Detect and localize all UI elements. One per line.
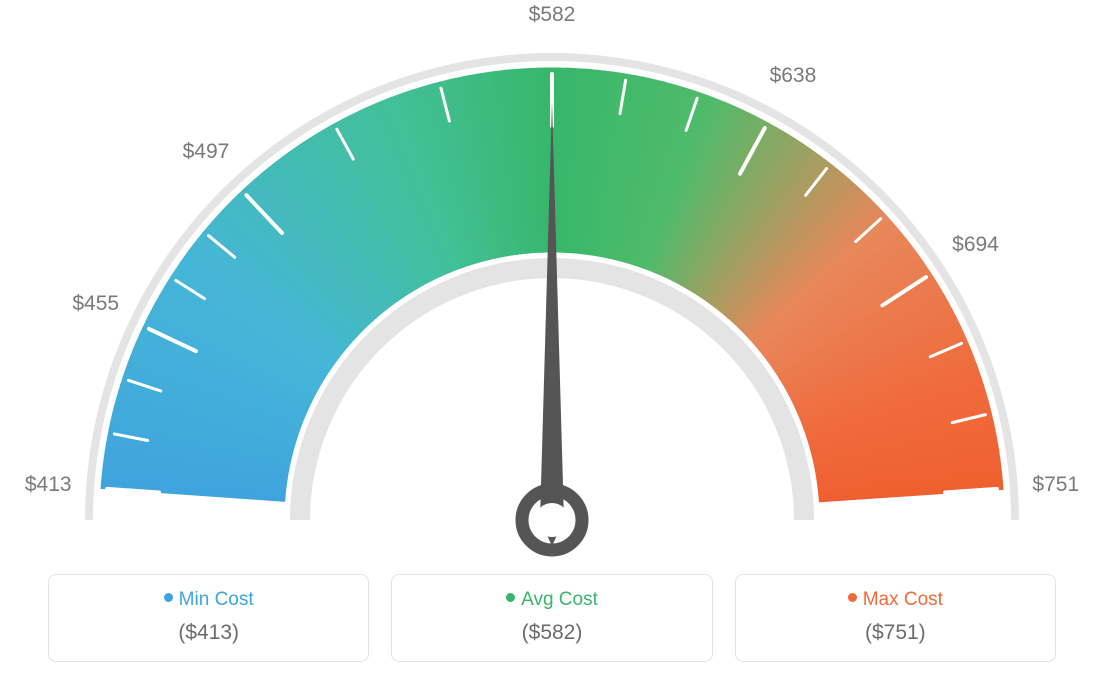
cost-gauge-chart: $413 $455 $497 $582 $638 $694 $751 Min Cost ($… <box>0 0 1104 690</box>
legend-title-avg: Avg Cost <box>402 589 701 611</box>
gauge-tick-label: $751 <box>1032 473 1079 497</box>
gauge-tick-label: $455 <box>72 292 119 316</box>
gauge-tick-label: $638 <box>770 64 817 88</box>
legend-card-min: Min Cost ($413) <box>48 574 369 662</box>
gauge-tick-label: $497 <box>183 140 230 164</box>
dot-icon <box>164 593 173 602</box>
gauge-tick-label: $582 <box>529 3 576 27</box>
dot-icon <box>848 593 857 602</box>
legend-label: Min Cost <box>179 589 254 610</box>
legend-title-max: Max Cost <box>746 589 1045 611</box>
legend-label: Avg Cost <box>521 589 598 610</box>
legend-card-max: Max Cost ($751) <box>735 574 1056 662</box>
legend-title-min: Min Cost <box>59 589 358 611</box>
legend-row: Min Cost ($413) Avg Cost ($582) Max Cost… <box>48 574 1056 662</box>
legend-value-min: ($413) <box>59 621 358 645</box>
dot-icon <box>506 593 515 602</box>
gauge-tick-label: $413 <box>25 473 72 497</box>
gauge-area: $413 $455 $497 $582 $638 $694 $751 <box>0 0 1104 560</box>
legend-value-avg: ($582) <box>402 621 701 645</box>
legend-value-max: ($751) <box>746 621 1045 645</box>
gauge-tick-label: $694 <box>952 233 999 257</box>
legend-label: Max Cost <box>863 589 943 610</box>
legend-card-avg: Avg Cost ($582) <box>391 574 712 662</box>
gauge-svg <box>0 0 1104 560</box>
